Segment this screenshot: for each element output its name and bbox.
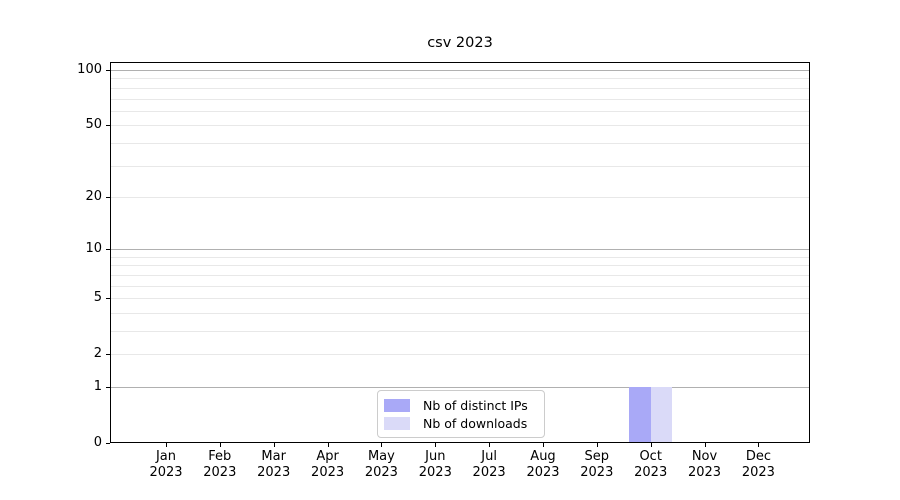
x-tick-label: Sep 2023 bbox=[580, 449, 614, 480]
x-tick-label: Jul 2023 bbox=[472, 449, 506, 480]
gridline-minor bbox=[110, 165, 810, 167]
x-tick bbox=[327, 443, 329, 447]
y-tick bbox=[106, 125, 110, 127]
x-tick-label: Mar 2023 bbox=[257, 449, 291, 480]
x-tick-label: Aug 2023 bbox=[526, 449, 560, 480]
y-tick-label: 50 bbox=[85, 117, 102, 133]
x-tick bbox=[219, 443, 221, 447]
legend-label-distinct-ips: Nb of distinct IPs bbox=[423, 397, 528, 413]
legend-entry-downloads: Nb of downloads bbox=[384, 416, 536, 431]
gridline-major bbox=[110, 249, 810, 251]
legend-entry-distinct-ips: Nb of distinct IPs bbox=[384, 398, 536, 413]
x-tick-label: Apr 2023 bbox=[311, 449, 345, 480]
y-tick bbox=[106, 298, 110, 300]
y-tick-label: 5 bbox=[93, 290, 102, 306]
x-tick bbox=[704, 443, 706, 447]
y-tick bbox=[106, 354, 110, 356]
gridline-minor bbox=[110, 196, 810, 198]
y-tick-label: 1 bbox=[93, 379, 102, 394]
x-tick bbox=[650, 443, 652, 447]
gridline-minor bbox=[110, 298, 810, 300]
y-tick-label: 20 bbox=[85, 188, 102, 204]
x-tick-label: Jan 2023 bbox=[149, 449, 183, 480]
y-tick bbox=[106, 249, 110, 251]
gridline-minor bbox=[110, 331, 810, 332]
gridline-minor bbox=[110, 78, 810, 80]
y-tick-label: 100 bbox=[77, 62, 102, 77]
x-tick-label: Dec 2023 bbox=[741, 449, 775, 480]
x-tick-label: Feb 2023 bbox=[203, 449, 237, 480]
x-tick-label: Oct 2023 bbox=[634, 449, 668, 480]
x-tick bbox=[381, 443, 383, 447]
x-tick bbox=[543, 443, 544, 447]
y-tick-label: 0 bbox=[93, 435, 102, 450]
gridline-minor bbox=[110, 265, 810, 267]
gridline-minor bbox=[110, 98, 810, 100]
gridline-minor bbox=[110, 285, 810, 287]
x-tick-label: May 2023 bbox=[364, 449, 398, 480]
x-tick-label: Nov 2023 bbox=[687, 449, 722, 480]
y-tick bbox=[106, 70, 110, 71]
gridline-major bbox=[110, 70, 810, 71]
legend-swatch-distinct-ips bbox=[384, 398, 410, 412]
legend-label-downloads: Nb of downloads bbox=[423, 415, 528, 431]
gridline-minor bbox=[110, 125, 810, 127]
gridline-minor bbox=[110, 312, 810, 314]
gridline-minor bbox=[110, 256, 810, 258]
bar-nb-of-downloads bbox=[650, 387, 673, 443]
gridline-minor bbox=[110, 87, 810, 89]
y-tick bbox=[106, 387, 110, 388]
y-tick-label: 10 bbox=[85, 241, 102, 257]
x-tick bbox=[166, 443, 167, 447]
bar-nb-of-distinct-ips bbox=[629, 387, 651, 443]
y-tick bbox=[106, 443, 110, 444]
x-tick bbox=[489, 443, 491, 447]
gridline-minor bbox=[110, 110, 810, 112]
y-tick-label: 2 bbox=[93, 346, 102, 362]
x-tick bbox=[596, 443, 598, 447]
legend: Nb of distinct IPs Nb of downloads bbox=[377, 390, 545, 438]
x-tick bbox=[273, 443, 275, 447]
legend-swatch-downloads bbox=[384, 416, 410, 430]
x-tick-label: Jun 2023 bbox=[418, 449, 452, 480]
x-tick bbox=[435, 443, 437, 447]
y-tick bbox=[106, 196, 110, 198]
gridline-minor bbox=[110, 274, 810, 276]
gridline-major bbox=[110, 387, 810, 388]
gridline-minor bbox=[110, 354, 810, 356]
chart-title: csv 2023 bbox=[427, 35, 493, 51]
gridline-minor bbox=[110, 142, 810, 144]
x-tick bbox=[758, 443, 760, 447]
plot-area bbox=[110, 62, 810, 443]
